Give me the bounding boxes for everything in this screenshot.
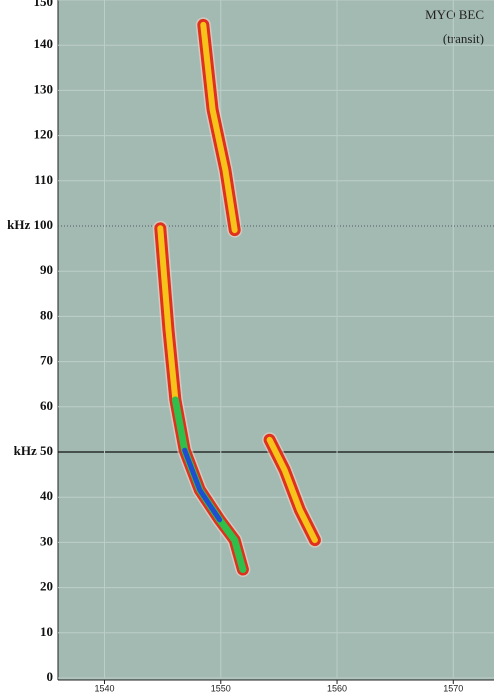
y-tick-label: 90 [40, 262, 53, 277]
y-tick-label: 120 [34, 127, 54, 142]
y-tick-label: 40 [40, 488, 53, 503]
y-tick-label: 140 [34, 36, 54, 51]
y-tick-label: 20 [40, 579, 53, 594]
x-tick-label: 1550 [211, 683, 231, 693]
y-tick-label: 110 [34, 172, 53, 187]
annotation: (transit) [443, 31, 484, 46]
y-tick-label: kHz 100 [7, 217, 53, 232]
y-tick-label: 0 [47, 669, 54, 684]
call-core [266, 436, 318, 544]
x-tick-label: 1570 [443, 683, 463, 693]
y-tick-label: 150 [34, 0, 54, 9]
y-tick-label: kHz 50 [14, 443, 53, 458]
y-tick-label: 130 [34, 81, 54, 96]
plot-area [58, 0, 494, 680]
y-tick-label: 10 [40, 624, 53, 639]
call-core [200, 21, 238, 234]
x-tick-label: 1560 [327, 683, 347, 693]
call-peak [182, 447, 223, 523]
y-tick-label: 30 [40, 533, 53, 548]
annotation: MYO BEC [425, 7, 484, 22]
x-tick-label: 1540 [94, 683, 114, 693]
y-tick-label: 60 [40, 398, 53, 413]
y-tick-label: 70 [40, 353, 53, 368]
y-tick-label: 80 [40, 307, 53, 322]
